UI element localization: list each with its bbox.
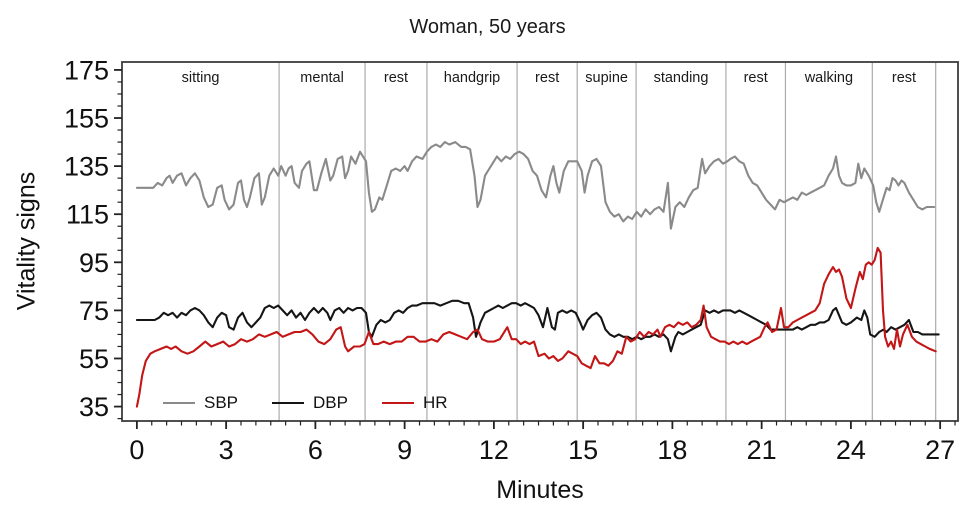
- x-axis-title: Minutes: [496, 476, 584, 504]
- legend-line-hr: [382, 402, 414, 404]
- x-tick-label: 21: [747, 435, 777, 465]
- hr-line: [135, 246, 937, 408]
- legend-label-dbp: DBP: [313, 393, 348, 412]
- legend-label-sbp: SBP: [204, 393, 239, 412]
- x-tick-label: 6: [308, 435, 323, 465]
- phase-label: rest: [535, 70, 559, 86]
- y-tick-label: 75: [79, 296, 109, 326]
- x-tick-label: 27: [925, 435, 955, 465]
- legend-label-hr: HR: [423, 393, 448, 412]
- legend: SBP DBP HR: [163, 393, 448, 413]
- x-tick-label: 0: [129, 435, 144, 465]
- phase-label: mental: [300, 70, 344, 86]
- y-tick-label: 115: [66, 200, 109, 230]
- x-tick-label: 15: [568, 435, 598, 465]
- dbp-line: [135, 299, 940, 353]
- x-tick-label: 3: [219, 435, 234, 465]
- x-tick-label: 24: [836, 435, 866, 465]
- plot-frame: [121, 61, 959, 422]
- x-tick-label: 18: [657, 435, 687, 465]
- phase-label: supine: [585, 70, 628, 86]
- y-tick-label: 55: [79, 344, 109, 374]
- y-tick-label: 155: [64, 104, 109, 134]
- legend-item-dbp: DBP: [272, 393, 348, 413]
- legend-line-dbp: [272, 402, 305, 404]
- y-tick-label: 135: [64, 152, 109, 182]
- phase-label: sitting: [182, 70, 220, 86]
- phase-label: handgrip: [444, 70, 500, 86]
- y-tick-label: 35: [79, 392, 109, 422]
- legend-item-hr: HR: [382, 393, 448, 413]
- legend-line-sbp: [163, 402, 195, 404]
- x-tick-label: 12: [479, 435, 509, 465]
- sbp-line: [135, 141, 936, 230]
- phase-label: rest: [892, 70, 916, 86]
- x-tick-label: 9: [397, 435, 412, 465]
- chart-title: Woman, 50 years: [409, 16, 566, 38]
- y-tick-label: 95: [79, 248, 109, 278]
- phase-label: rest: [744, 70, 768, 86]
- phase-label: walking: [804, 70, 853, 86]
- legend-item-sbp: SBP: [163, 393, 238, 413]
- y-tick-label: 175: [64, 55, 109, 85]
- phase-label: rest: [384, 70, 408, 86]
- phase-label: standing: [654, 70, 709, 86]
